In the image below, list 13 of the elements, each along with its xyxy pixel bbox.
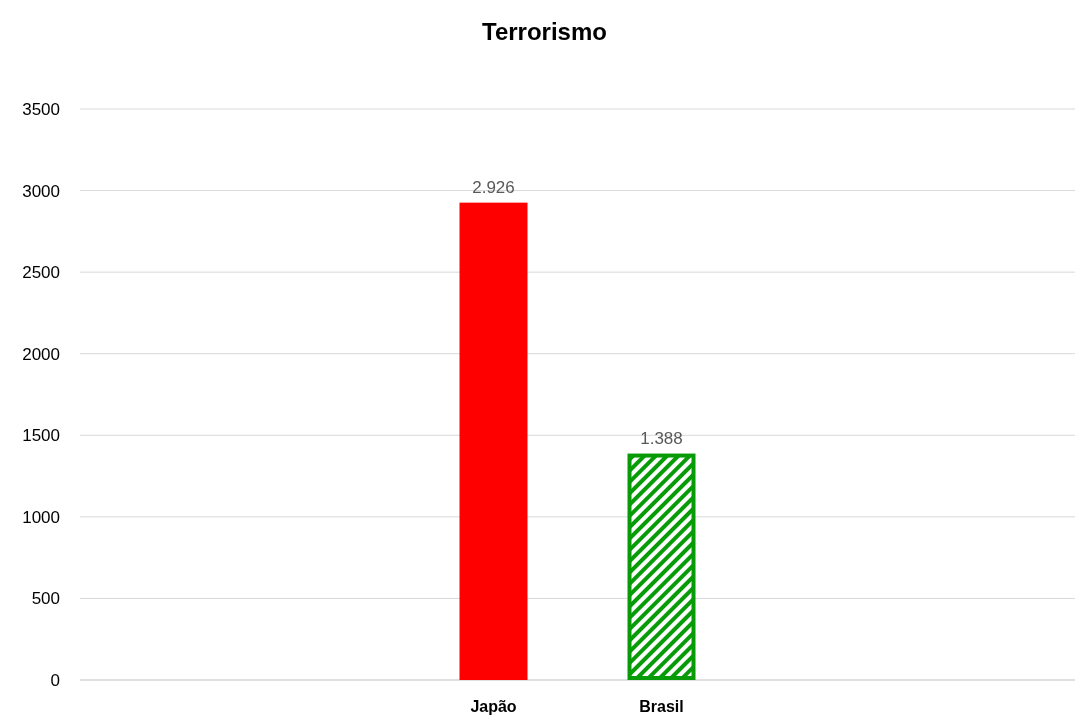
x-tick-label: Japão	[470, 698, 517, 715]
y-tick-label: 500	[31, 589, 60, 609]
y-tick-label: 1500	[22, 426, 60, 446]
y-tick-label: 0	[50, 671, 60, 690]
chart-title: Terrorismo	[482, 18, 607, 45]
y-tick-label: 3000	[22, 181, 60, 201]
y-tick-label: 3500	[22, 100, 60, 119]
data-label: 1.388	[640, 428, 683, 448]
data-label: 2.926	[472, 177, 515, 197]
x-tick-label: Brasil	[639, 698, 684, 715]
y-tick-label: 2000	[22, 344, 60, 364]
y-tick-label: 1000	[22, 507, 60, 527]
y-tick-label: 2500	[22, 263, 60, 283]
